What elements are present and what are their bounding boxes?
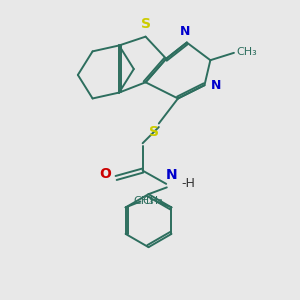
Text: CH₃: CH₃	[143, 196, 164, 206]
Text: N: N	[211, 79, 221, 92]
Text: S: S	[141, 17, 151, 31]
Text: -H: -H	[181, 177, 195, 190]
Text: S: S	[149, 125, 159, 139]
Text: O: O	[99, 167, 111, 182]
Text: N: N	[166, 168, 178, 182]
Text: N: N	[180, 25, 190, 38]
Text: CH₃: CH₃	[134, 196, 154, 206]
Text: CH₃: CH₃	[236, 47, 257, 57]
